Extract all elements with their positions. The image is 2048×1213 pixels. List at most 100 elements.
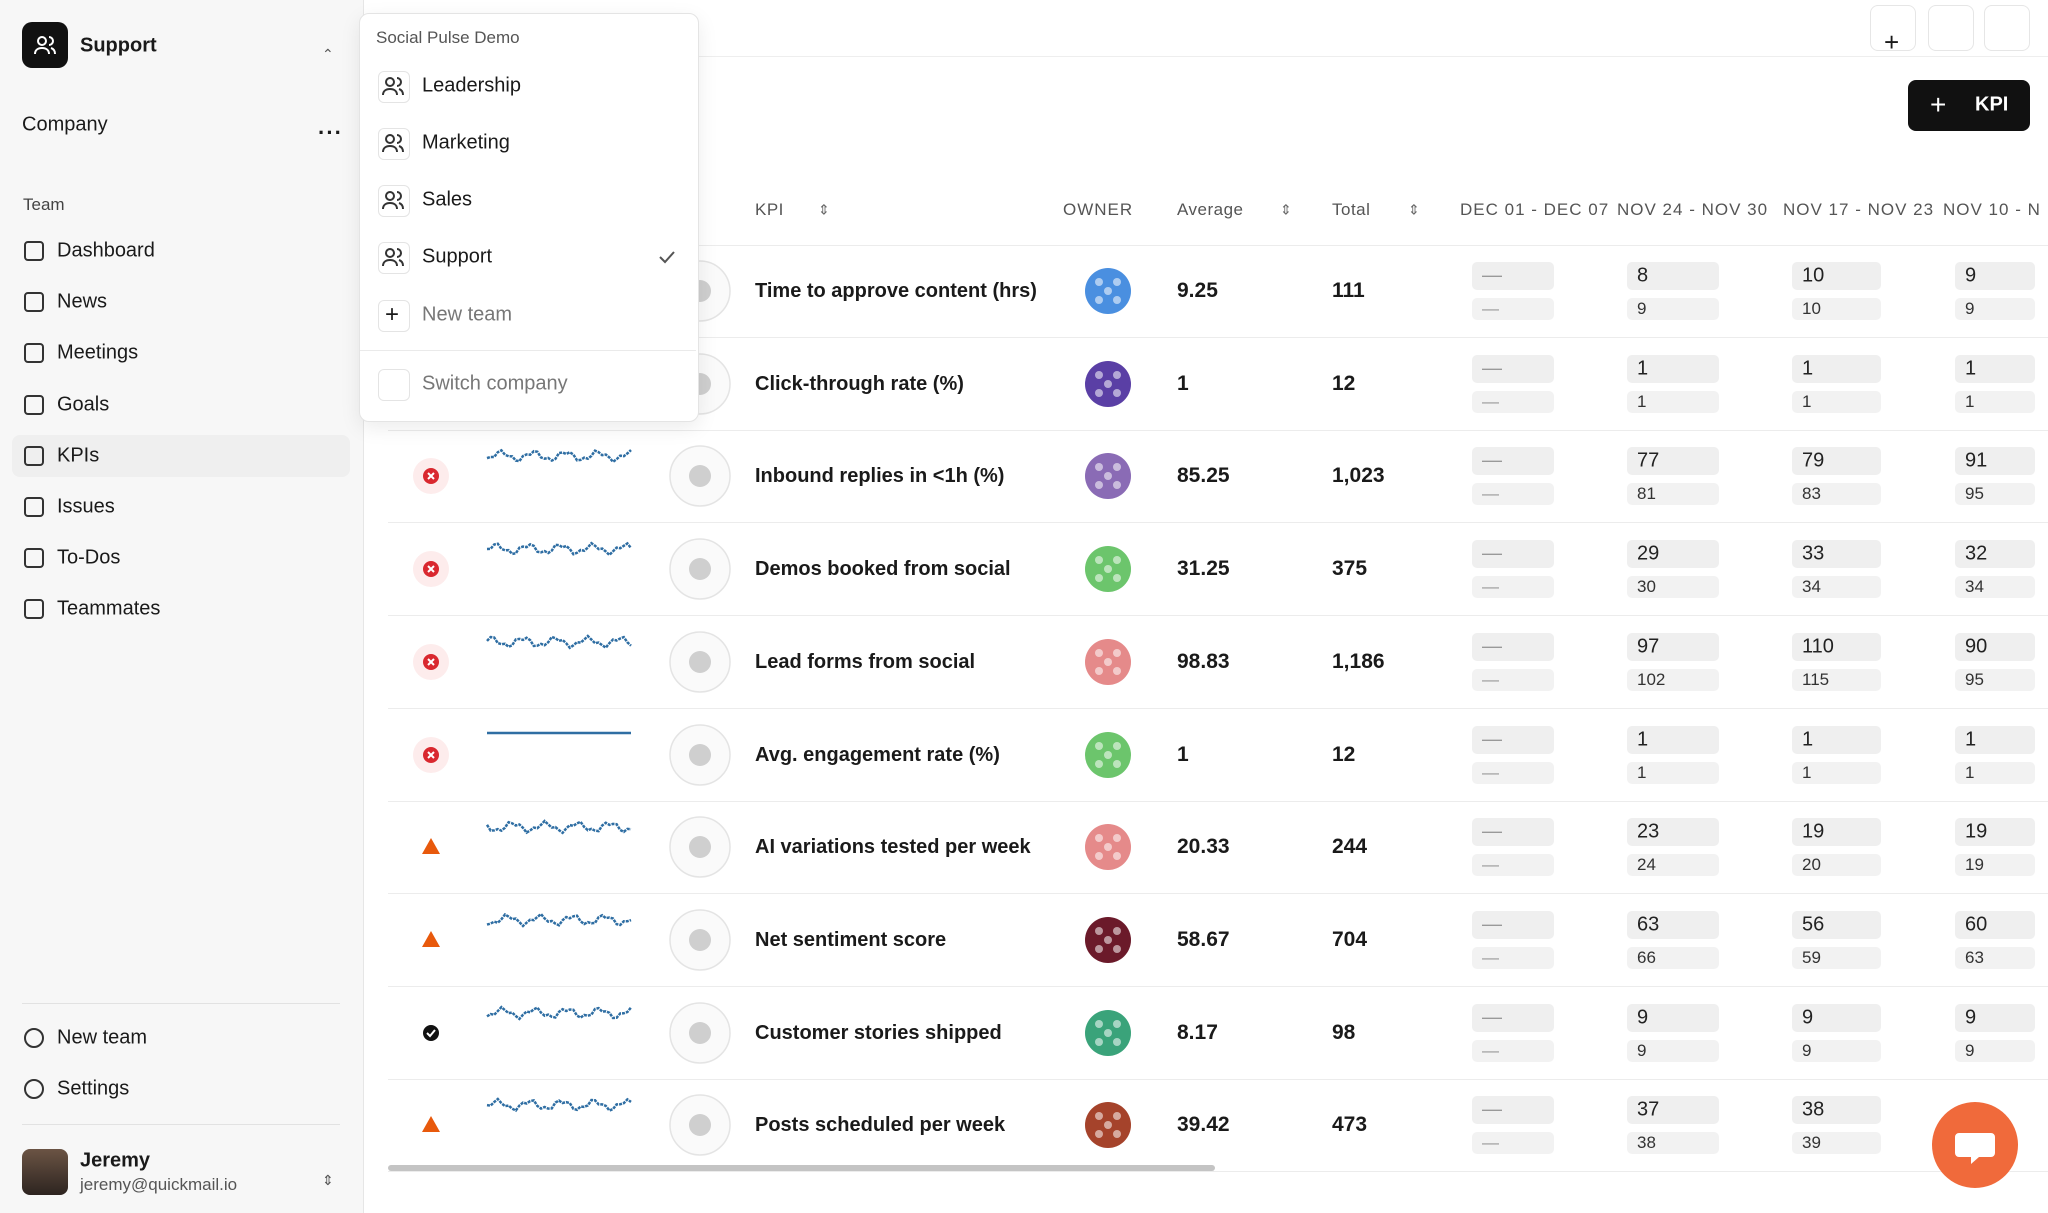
week-value-box[interactable] [1792,447,1881,476]
status-icon[interactable] [413,458,449,495]
kpi-icon[interactable] [669,445,731,508]
kpi-icon[interactable] [669,1001,731,1064]
week-value-box[interactable] [1955,262,2035,290]
week-value-box[interactable] [1792,262,1881,290]
new-team-option[interactable]: New team [422,303,513,326]
week-value-box[interactable] [1792,632,1881,661]
week-value[interactable]: 9 [1965,264,1977,287]
week-value[interactable]: 91 [1965,449,1988,472]
week-value[interactable]: 19 [1802,820,1825,843]
week-value[interactable]: 9 [1637,1006,1649,1029]
week-value-box[interactable] [1472,725,1554,754]
week-value[interactable]: 37 [1637,1098,1660,1121]
week-value[interactable]: 9 [1802,1006,1814,1029]
owner-avatar[interactable] [1085,1102,1131,1149]
week-value[interactable]: 60 [1965,913,1988,936]
column-header[interactable]: NOV 10 - N [1943,200,2041,219]
more[interactable]: ··· [318,120,343,145]
owner-avatar[interactable] [1085,360,1131,407]
week-value[interactable]: — [1482,635,1502,658]
team-option[interactable]: Leadership [422,74,521,97]
bottom-item[interactable]: Settings [57,1077,130,1100]
user-avatar[interactable] [22,1149,68,1195]
week-value-box[interactable] [1472,1003,1554,1032]
week-value[interactable]: 9 [1965,1006,1977,1029]
week-value[interactable]: — [1482,728,1502,750]
owner-avatar[interactable] [1085,268,1131,314]
nav-item[interactable]: Goals [57,393,110,416]
week-value[interactable]: 1 [1802,728,1814,750]
week-value-box[interactable] [1955,1003,2035,1032]
week-value-box[interactable] [1472,1096,1554,1125]
week-value-box[interactable] [1792,354,1881,383]
toolbar-button[interactable] [1870,5,1916,51]
week-value[interactable]: 29 [1637,542,1660,565]
week-value[interactable]: — [1482,820,1502,843]
chevron[interactable]: ⇕ [322,1172,334,1188]
week-value-box[interactable] [1792,725,1881,754]
column-header[interactable]: Total [1332,200,1371,219]
week-value-box[interactable] [1955,632,2035,661]
bottom-item[interactable]: New team [57,1026,148,1049]
column-header[interactable]: NOV 24 - NOV 30 [1617,200,1769,219]
week-value-box[interactable] [1472,818,1554,847]
week-value-box[interactable] [1472,447,1554,476]
nav-item[interactable]: Meetings [57,341,139,364]
status-icon[interactable] [413,921,449,958]
week-value[interactable]: 33 [1802,542,1825,565]
week-value-box[interactable] [1792,540,1881,569]
week-value-box[interactable] [1627,1003,1719,1032]
week-value[interactable]: 19 [1965,820,1988,843]
week-value[interactable]: 1 [1965,728,1977,750]
week-value[interactable]: 110 [1802,635,1834,658]
week-value-box[interactable] [1792,1003,1881,1032]
column-header[interactable]: DEC 01 - DEC 07 [1460,200,1610,219]
kpi-icon[interactable] [669,1094,731,1157]
user-email[interactable]: jeremy@quickmail.io [80,1175,238,1194]
kpi-name[interactable]: Lead forms from social [755,650,976,673]
week-value[interactable]: 8 [1637,264,1649,287]
week-value-box[interactable] [1627,818,1719,847]
week-value[interactable]: 56 [1802,913,1825,936]
week-value-box[interactable] [1472,540,1554,569]
week-value[interactable]: — [1482,1006,1502,1029]
week-value[interactable]: 77 [1637,449,1660,472]
week-value-box[interactable] [1792,1096,1881,1125]
week-value[interactable]: — [1482,357,1502,380]
week-value-box[interactable] [1472,632,1554,661]
week-value-box[interactable] [1627,1096,1719,1125]
status-icon[interactable] [413,551,449,588]
team-name[interactable]: Support [80,34,157,57]
kpi-name[interactable]: Customer stories shipped [755,1021,1002,1044]
toolbar-button[interactable] [1984,5,2030,51]
week-value[interactable]: — [1482,449,1502,472]
add-kpi-label[interactable]: KPI [1975,93,2009,116]
week-value-box[interactable] [1472,262,1554,290]
team-option[interactable]: Marketing [422,131,510,154]
user-name[interactable]: Jeremy [80,1149,151,1172]
kpi-icon[interactable] [669,723,731,786]
owner-avatar[interactable] [1085,638,1131,685]
week-value[interactable]: 1 [1637,728,1649,750]
owner-avatar[interactable] [1085,824,1131,871]
owner-avatar[interactable] [1085,1009,1131,1056]
kpi-name[interactable]: Avg. engagement rate (%) [755,743,1000,766]
nav-item[interactable]: News [57,290,108,313]
column-header[interactable]: NOV 17 - NOV 23 [1783,200,1935,219]
week-value-box[interactable] [1955,725,2035,754]
week-value-box[interactable] [1792,818,1881,847]
week-value[interactable]: 90 [1965,635,1988,658]
week-value-box[interactable] [1472,354,1554,383]
nav-item[interactable]: KPIs [57,444,100,467]
week-value[interactable]: 63 [1637,913,1660,936]
week-value[interactable]: — [1482,264,1502,287]
owner-avatar[interactable] [1085,453,1131,500]
nav-item[interactable]: To-Dos [57,546,121,569]
week-value-box[interactable] [1627,910,1719,939]
week-value-box[interactable] [1955,910,2035,939]
nav-item[interactable]: Issues [57,495,115,518]
kpi-name[interactable]: Demos booked from social [755,558,1011,581]
week-value[interactable]: 1 [1637,357,1649,380]
nav-item[interactable]: Dashboard [57,239,155,262]
week-value-box[interactable] [1472,910,1554,939]
